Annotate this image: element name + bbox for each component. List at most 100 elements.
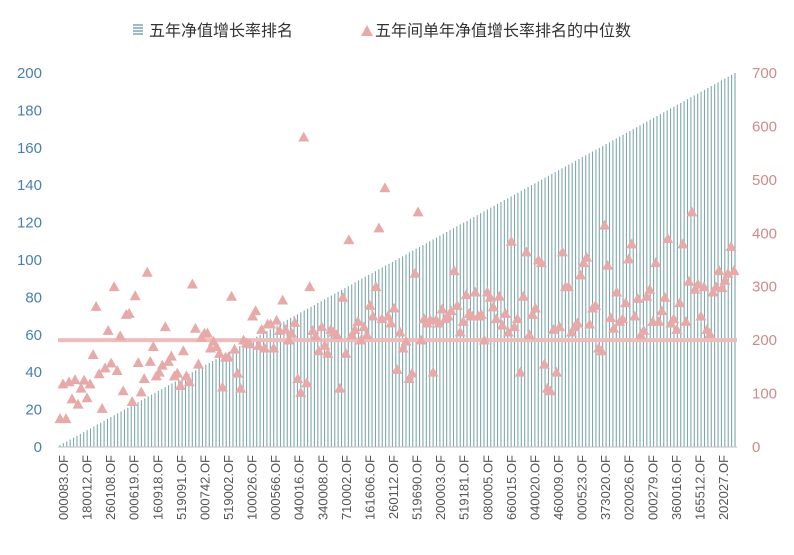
marker-point [244, 338, 256, 349]
bar [564, 166, 566, 447]
bar [208, 362, 210, 447]
bar [598, 147, 600, 448]
marker-point [623, 253, 635, 264]
y-right-tick-label: 100 [752, 386, 777, 403]
marker-point [265, 318, 277, 329]
bar [561, 168, 563, 447]
bar [578, 159, 580, 447]
bar [171, 383, 173, 447]
marker-point [250, 305, 262, 316]
bar [347, 286, 349, 447]
bar [327, 297, 329, 447]
marker-point [493, 290, 505, 301]
marker-point [653, 315, 665, 326]
marker-point [343, 234, 355, 245]
bar [62, 443, 64, 447]
bar [663, 112, 665, 448]
bar [198, 368, 200, 447]
y-left-tick-label: 100 [17, 252, 42, 269]
marker-point [578, 257, 590, 268]
bar [252, 338, 254, 447]
bar [558, 170, 560, 448]
bar [354, 282, 356, 447]
marker-point [722, 267, 734, 278]
bar [307, 308, 309, 447]
bar [602, 145, 604, 447]
bar [575, 160, 577, 447]
x-tick-label: 710002.OF [339, 455, 354, 520]
bar [164, 387, 166, 447]
marker-point [280, 323, 292, 334]
marker-point [337, 291, 349, 302]
bar [412, 250, 414, 447]
x-tick-label: 519690.OF [410, 455, 425, 520]
bar [218, 357, 220, 447]
bar [622, 134, 624, 447]
bar [161, 389, 163, 447]
marker-point [123, 307, 135, 318]
x-tick-label: 373020.OF [598, 455, 613, 520]
y-right-tick-label: 400 [752, 225, 777, 242]
bar [66, 441, 68, 447]
bar [76, 435, 78, 447]
marker-point [295, 387, 307, 397]
marker-point [409, 267, 421, 278]
marker-point [686, 206, 698, 217]
bar [710, 86, 712, 447]
bar [120, 411, 122, 447]
marker-point [84, 378, 96, 389]
marker-point [66, 393, 78, 404]
marker-point [502, 326, 514, 337]
marker-point [289, 317, 301, 327]
marker-point [216, 381, 228, 392]
marker-point [442, 310, 454, 321]
marker-point [69, 374, 81, 385]
bar [195, 370, 197, 447]
marker-point [177, 345, 189, 356]
x-tick-label: 202027.OF [716, 455, 731, 520]
marker-point [201, 327, 213, 338]
marker-point [692, 278, 704, 289]
marker-point [361, 329, 373, 340]
bar [215, 359, 217, 447]
bar [154, 392, 156, 447]
bar [435, 237, 438, 447]
marker-point [538, 358, 550, 369]
bar [476, 215, 478, 447]
bar [266, 331, 268, 447]
marker-point [247, 310, 259, 321]
bar [279, 323, 282, 447]
bar [290, 317, 292, 447]
y-left-tick-label: 140 [17, 177, 42, 194]
x-tick-label: 160918.OF [150, 455, 165, 520]
marker-point [698, 281, 710, 292]
marker-point [96, 403, 108, 413]
bar [388, 263, 390, 447]
marker-point [174, 380, 186, 390]
bar [432, 239, 434, 447]
bar [262, 332, 265, 447]
marker-point [397, 342, 409, 353]
legend-marker-label: 五年间单年净值增长率排名的中位数 [375, 21, 631, 40]
bar [123, 409, 125, 447]
marker-point [475, 308, 487, 319]
bar [493, 205, 495, 447]
marker-point [346, 329, 358, 340]
marker-point [105, 357, 117, 368]
marker-point [644, 283, 656, 294]
marker-point [572, 317, 584, 328]
x-tick-label: 161606.OF [362, 455, 377, 520]
y-axis-right: 0 100 200 300 400 500 600 700 [752, 65, 777, 456]
bar [568, 164, 570, 447]
bar [259, 334, 261, 447]
marker-point [129, 290, 141, 301]
bar [191, 372, 193, 447]
bar [697, 93, 699, 447]
marker-point [445, 305, 457, 316]
marker-point [334, 382, 346, 393]
bar [188, 374, 190, 447]
marker-point [304, 281, 316, 292]
bar [269, 329, 271, 447]
marker-point [319, 339, 331, 350]
marker-point [235, 382, 247, 393]
